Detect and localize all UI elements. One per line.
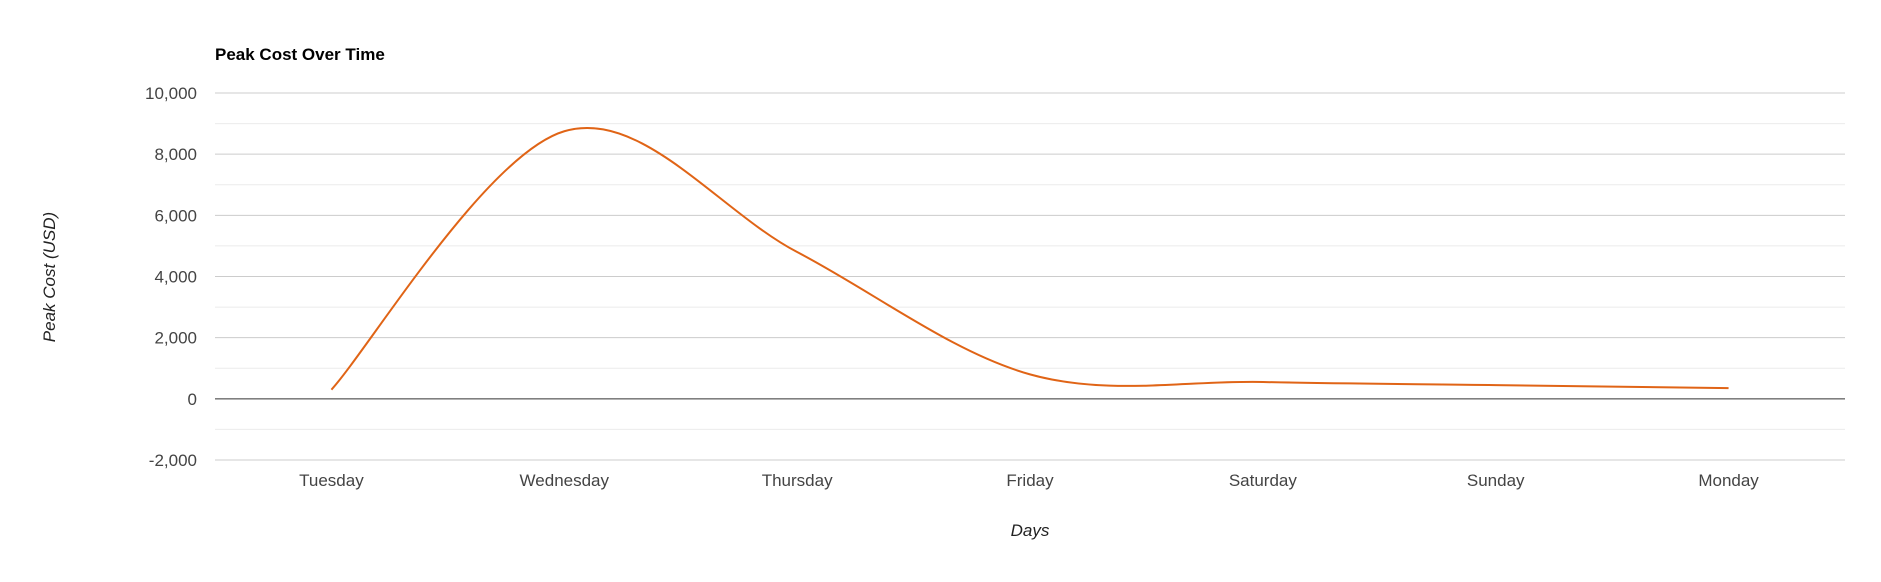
x-tick-label: Thursday — [762, 471, 833, 490]
y-tick-label: 6,000 — [154, 206, 197, 225]
y-tick-label: 2,000 — [154, 329, 197, 348]
x-tick-label: Friday — [1006, 471, 1054, 490]
x-axis-title: Days — [1011, 521, 1050, 540]
y-tick-label: -2,000 — [149, 451, 197, 470]
chart-title: Peak Cost Over Time — [215, 45, 385, 64]
x-tick-label: Wednesday — [520, 471, 610, 490]
y-tick-label: 10,000 — [145, 84, 197, 103]
series-layer — [331, 128, 1728, 390]
x-tick-label: Saturday — [1229, 471, 1298, 490]
y-tick-label: 0 — [188, 390, 197, 409]
y-tick-label: 4,000 — [154, 268, 197, 287]
gridlines — [215, 93, 1845, 460]
x-tick-label: Monday — [1698, 471, 1759, 490]
series-line — [331, 128, 1728, 390]
y-tick-label: 8,000 — [154, 145, 197, 164]
y-axis-title: Peak Cost (USD) — [40, 212, 59, 342]
x-tick-label: Tuesday — [299, 471, 364, 490]
x-tick-label: Sunday — [1467, 471, 1525, 490]
